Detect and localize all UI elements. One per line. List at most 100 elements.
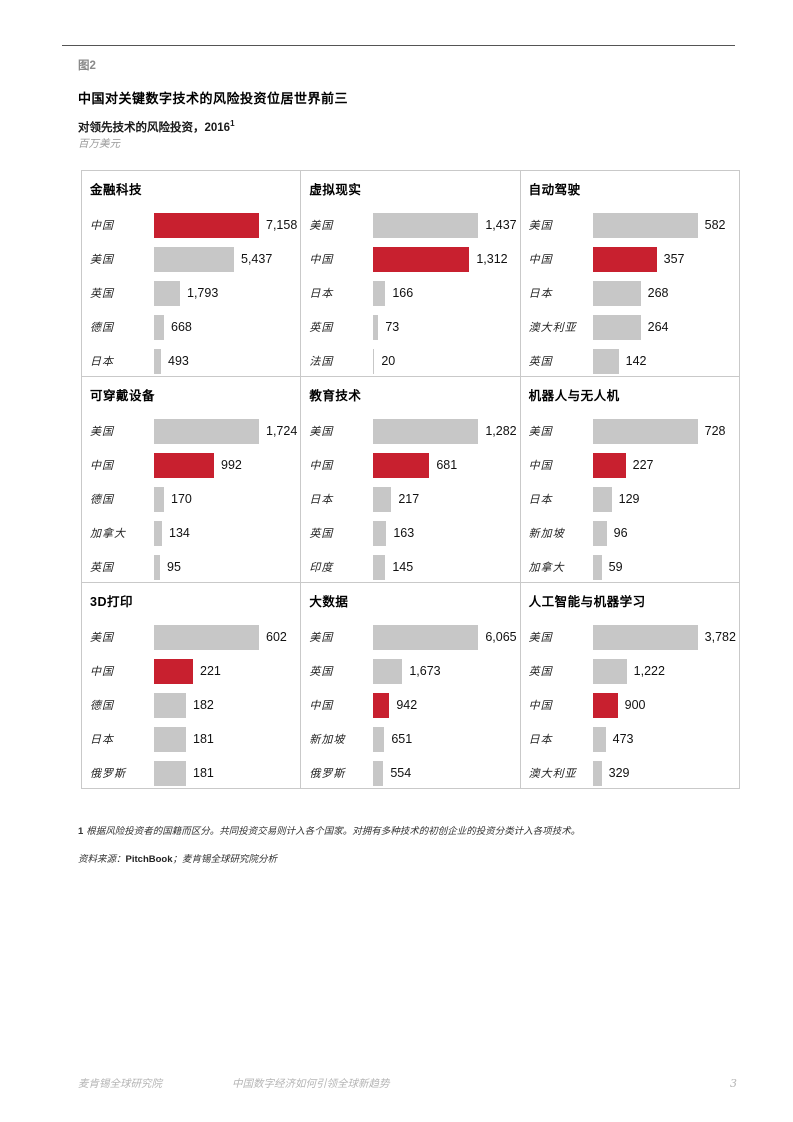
- bar-value: 221: [200, 664, 221, 678]
- bar-row: 中国 1,312: [309, 242, 515, 276]
- chart-panel-title: 金融科技: [90, 183, 143, 197]
- bar-rows: 美国 1,282 中国 681 日本 217 英国 163 印度 145: [309, 414, 517, 582]
- bar: [154, 452, 214, 478]
- bar-value: 7,158: [266, 218, 298, 232]
- page-footer: 麦肯锡全球研究院 中国数字经济如何引领全球新趋势 3: [78, 1076, 737, 1091]
- chart-panel: 机器人与无人机 美国 728 中国 227 日本 129 新加坡 96 加拿大 59: [520, 377, 740, 583]
- country-label: 加拿大: [90, 527, 126, 540]
- bar-value: 329: [608, 766, 630, 780]
- bar-value: 227: [632, 458, 654, 472]
- bar-row: 美国 5,437: [90, 242, 296, 276]
- country-label: 日本: [309, 493, 334, 506]
- bar-value: 95: [167, 560, 181, 574]
- bar-row: 法国 20: [309, 344, 515, 376]
- bar: [373, 520, 387, 546]
- bar: [154, 760, 186, 786]
- country-label: 英国: [309, 321, 334, 334]
- bar-value: 142: [625, 354, 647, 368]
- chart-panel-title: 人工智能与机器学习: [528, 595, 646, 609]
- bar: [154, 348, 161, 374]
- country-label: 法国: [309, 355, 334, 368]
- bar-row: 中国 681: [309, 448, 515, 482]
- subtitle-text: 对领先技术的风险投资，2016: [78, 122, 231, 134]
- bar: [592, 348, 619, 374]
- bar-value: 1,312: [476, 252, 508, 266]
- bar-row: 英国 95: [90, 550, 296, 582]
- bar: [154, 692, 186, 718]
- bar-value: 582: [704, 218, 726, 232]
- bar-value: 668: [171, 320, 192, 334]
- bar: [373, 624, 479, 650]
- country-label: 美国: [90, 631, 114, 644]
- bar-value: 554: [390, 766, 412, 780]
- bar: [154, 246, 234, 272]
- country-label: 英国: [528, 665, 553, 678]
- bar-row: 美国 582: [529, 208, 735, 242]
- bar: [592, 212, 698, 238]
- page-title: 中国对关键数字技术的风险投资位居世界前三: [78, 91, 349, 106]
- source-name: PitchBook: [125, 854, 173, 865]
- bar-value: 264: [647, 320, 669, 334]
- country-label: 中国: [528, 459, 553, 472]
- bar: [154, 658, 193, 684]
- bar-row: 中国 357: [529, 242, 735, 276]
- top-divider: [62, 45, 735, 46]
- bar-row: 中国 7,158: [90, 208, 298, 242]
- bar-value: 20: [381, 354, 396, 368]
- bar-rows: 美国 1,437 中国 1,312 日本 166 英国 73 法国 20: [309, 208, 517, 376]
- bar-row: 美国 1,724: [90, 414, 298, 448]
- bar-row: 澳大利亚 264: [529, 310, 735, 344]
- bar-value: 217: [398, 492, 420, 506]
- bar-row: 日本 129: [529, 482, 735, 516]
- country-label: 德国: [90, 699, 114, 712]
- bar-row: 德国 182: [90, 688, 296, 722]
- bar-row: 日本 268: [529, 276, 735, 310]
- bar-row: 英国 163: [309, 516, 515, 550]
- country-label: 印度: [309, 561, 334, 574]
- bar-value: 1,793: [187, 286, 219, 300]
- bar: [592, 486, 612, 512]
- chart-panel-title: 3D打印: [90, 595, 133, 609]
- bar-row: 美国 602: [90, 620, 296, 654]
- bar-row: 中国 992: [90, 448, 296, 482]
- country-label: 澳大利亚: [528, 321, 577, 334]
- footer-report-title: 中国数字经济如何引领全球新趋势: [232, 1078, 390, 1090]
- bar: [373, 246, 470, 272]
- country-label: 德国: [90, 321, 114, 334]
- bar: [373, 452, 430, 478]
- bar-rows: 美国 602 中国 221 德国 182 日本 181 俄罗斯 181: [90, 620, 296, 788]
- bar-row: 中国 900: [529, 688, 735, 722]
- chart-panel: 人工智能与机器学习 美国 3,782 英国 1,222 中国 900 日本 473 澳大利亚 329: [520, 583, 740, 789]
- footnote-number: 1: [78, 826, 84, 837]
- bar-value: 1,724: [266, 424, 298, 438]
- bar: [592, 246, 657, 272]
- chart-panel: 可穿戴设备 美国 1,724 中国 992 德国 170 加拿大 134 英国 95: [82, 377, 302, 583]
- bar-row: 美国 6,065: [309, 620, 517, 654]
- bar-row: 日本 473: [529, 722, 735, 756]
- chart-panel-title: 大数据: [309, 595, 349, 609]
- bar-value: 163: [393, 526, 415, 540]
- bar: [154, 520, 162, 546]
- bar: [592, 418, 698, 444]
- bar-rows: 中国 7,158 美国 5,437 英国 1,793 德国 668 日本 493: [90, 208, 298, 376]
- country-label: 加拿大: [528, 561, 565, 574]
- bar-row: 日本 181: [90, 722, 296, 756]
- bar: [592, 726, 606, 752]
- bar-value: 96: [613, 526, 628, 540]
- bar-value: 602: [266, 630, 287, 644]
- bar-value: 73: [385, 320, 400, 334]
- bar: [592, 280, 641, 306]
- country-label: 美国: [309, 425, 334, 438]
- unit-label: 百万美元: [78, 138, 120, 150]
- bar-row: 英国 1,793: [90, 276, 296, 310]
- bar: [373, 348, 375, 374]
- country-label: 日本: [528, 493, 553, 506]
- bar: [373, 554, 386, 580]
- chart-panel: 自动驾驶 美国 582 中国 357 日本 268 澳大利亚 264 英国 142: [520, 171, 740, 377]
- footnote: 1 根据风险投资者的国籍而区分。共同投资交易则计入各个国家。对拥有多种技术的初创企…: [78, 823, 733, 837]
- country-label: 中国: [528, 253, 553, 266]
- country-label: 中国: [528, 699, 553, 712]
- country-label: 中国: [90, 665, 114, 678]
- figure-label: 图2: [78, 60, 96, 72]
- country-label: 中国: [309, 253, 334, 266]
